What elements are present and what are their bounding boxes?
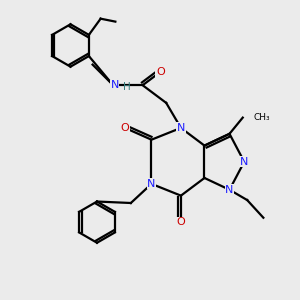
Text: N: N xyxy=(240,157,248,167)
Text: O: O xyxy=(121,123,129,133)
Text: N: N xyxy=(147,179,156,189)
Text: O: O xyxy=(156,67,165,77)
Text: H: H xyxy=(123,82,131,92)
Text: O: O xyxy=(176,217,185,227)
Text: N: N xyxy=(177,123,185,133)
Text: CH₃: CH₃ xyxy=(253,113,270,122)
Text: N: N xyxy=(225,185,234,195)
Text: N: N xyxy=(110,80,119,90)
